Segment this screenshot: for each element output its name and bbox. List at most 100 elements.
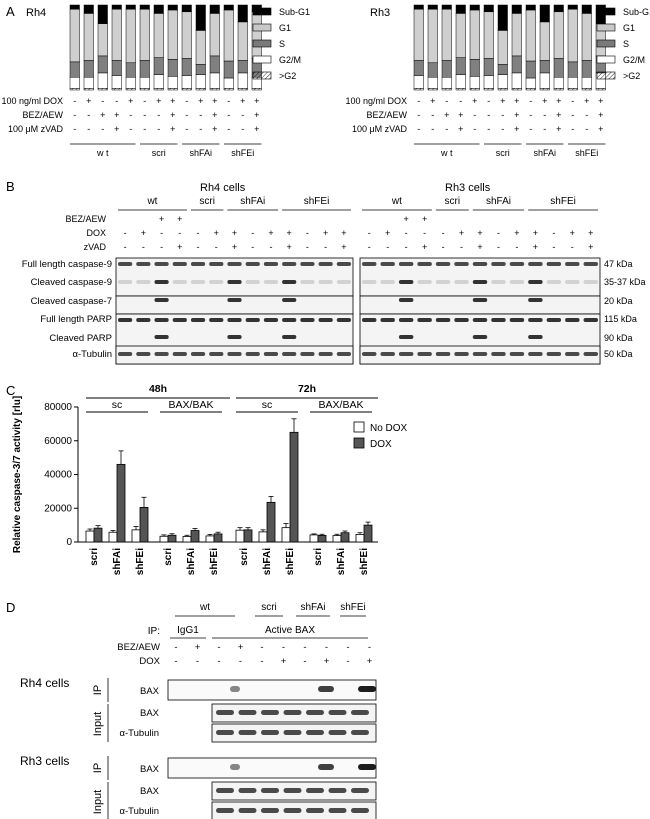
cell-cycle-segment	[567, 4, 578, 10]
band	[336, 352, 351, 356]
condition-sign: -	[386, 242, 389, 252]
blot-box	[167, 757, 377, 779]
band	[190, 352, 206, 356]
condition-sign: -	[501, 110, 504, 120]
band	[472, 280, 488, 284]
blot-row-label: BAX	[140, 708, 160, 719]
blot-row-label: Cleaved caspase-7	[31, 296, 112, 307]
kda-label: 115 kDa	[604, 314, 637, 324]
bar	[139, 507, 149, 543]
cell-cycle-segment	[139, 88, 150, 91]
cell-cycle-segment	[209, 13, 220, 57]
condition-sign: -	[368, 242, 371, 252]
condition-sign: +	[514, 228, 519, 238]
legend-swatch	[252, 55, 272, 64]
cell-cycle-segment	[167, 4, 178, 11]
bar	[309, 534, 319, 543]
condition-sign: +	[159, 214, 164, 224]
bar	[213, 533, 223, 543]
band	[454, 318, 469, 322]
cell-cycle-segment	[195, 64, 206, 75]
band	[328, 808, 347, 813]
band	[417, 318, 432, 322]
cell-cycle-segment	[69, 9, 80, 63]
condition-sign: +	[156, 96, 161, 106]
cell-cycle-segment	[539, 21, 550, 61]
condition-sign: +	[341, 228, 346, 238]
condition-sign: +	[198, 96, 203, 106]
condition-sign: +	[477, 228, 482, 238]
condition-sign: +	[459, 228, 464, 238]
band	[283, 710, 302, 715]
cell-cycle-segment	[97, 88, 108, 91]
condition-sign: -	[124, 242, 127, 252]
blot-row-label: Cleaved caspase-9	[31, 277, 112, 288]
band	[583, 352, 598, 356]
cell-cycle-segment	[539, 88, 550, 91]
cell-cycle-segment	[455, 88, 466, 91]
legend-label: No DOX	[370, 423, 408, 434]
cell-cycle-segment	[153, 88, 164, 91]
bar	[205, 535, 215, 543]
timepoint-label: 72h	[298, 383, 316, 395]
band	[227, 318, 242, 322]
condition-sign: -	[306, 228, 309, 238]
cell-cycle-segment	[97, 55, 108, 74]
condition-sign: -	[157, 110, 160, 120]
band	[209, 352, 224, 356]
band	[362, 318, 377, 322]
condition-sign: +	[254, 110, 259, 120]
cell-cycle-segment	[455, 57, 466, 75]
band	[263, 262, 279, 266]
band	[398, 262, 414, 266]
cell-cycle-segment	[511, 72, 522, 89]
condition-sign: -	[227, 124, 230, 134]
band	[230, 686, 240, 692]
legend-swatch	[596, 71, 616, 80]
condition-sign: -	[251, 228, 254, 238]
cell-cycle-segment	[209, 88, 220, 91]
condition-sign: +	[212, 124, 217, 134]
condition-sign: -	[571, 242, 574, 252]
bar	[108, 531, 118, 543]
x-tick-label: shFEi	[209, 548, 220, 575]
timepoint-label: 48h	[149, 383, 167, 395]
band	[318, 352, 333, 356]
legend-label: S	[623, 39, 629, 49]
band	[336, 318, 351, 322]
cell-cycle-segment	[567, 9, 578, 63]
kda-label: 20 kDa	[604, 296, 633, 306]
condition-sign: -	[487, 124, 490, 134]
cell-cycle-segment	[413, 4, 424, 10]
cell-cycle-segment	[455, 13, 466, 58]
subgroup-label: sc	[262, 399, 273, 411]
band	[318, 280, 333, 284]
cell-cycle-segment	[181, 75, 192, 89]
condition-sign: +	[281, 656, 287, 667]
condition-sign: +	[287, 242, 292, 252]
cell-cycle-segment	[251, 88, 262, 91]
condition-sign: +	[500, 96, 505, 106]
condition-sign: +	[268, 228, 273, 238]
condition-sign: -	[197, 242, 200, 252]
bar	[266, 501, 276, 543]
condition-sign: +	[212, 110, 217, 120]
band	[238, 730, 257, 735]
group-label: shFAi	[189, 148, 212, 158]
band	[491, 262, 506, 266]
condition-sign: +	[422, 214, 427, 224]
cell-cycle-segment	[153, 57, 164, 75]
group-label: shFAi	[300, 602, 325, 613]
panel-d: IP: wt scri shFAi shFEi IgG1 Active BAX BEZ/AEW…	[20, 602, 377, 819]
condition-sign: -	[405, 242, 408, 252]
band	[318, 318, 333, 322]
condition-sign: -	[423, 228, 426, 238]
band	[118, 352, 133, 356]
band	[245, 352, 260, 356]
y-axis-label: Relative caspase-3/7 activity [rlu]	[12, 396, 23, 553]
band	[306, 710, 324, 715]
legend-swatch	[252, 39, 272, 48]
band	[172, 352, 187, 356]
band	[546, 280, 562, 284]
